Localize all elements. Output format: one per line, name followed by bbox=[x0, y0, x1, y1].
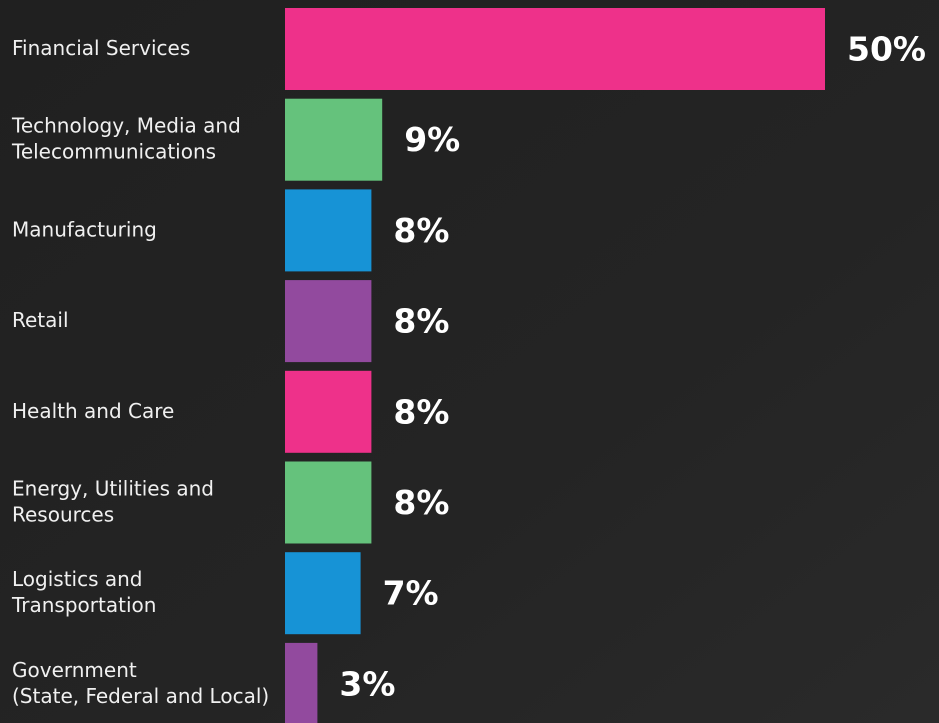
category-label: Financial Services bbox=[12, 36, 190, 60]
category-line: Technology, Media and bbox=[11, 113, 241, 137]
bar bbox=[285, 189, 372, 272]
bar bbox=[285, 370, 372, 453]
category-line: (State, Federal and Local) bbox=[12, 683, 269, 707]
category-label: Manufacturing bbox=[12, 217, 157, 241]
category-label: Health and Care bbox=[12, 398, 174, 422]
category-line: Health and Care bbox=[12, 398, 174, 422]
bar bbox=[285, 8, 825, 90]
category-line: Government bbox=[12, 657, 137, 681]
bar bbox=[285, 280, 372, 363]
bar bbox=[285, 461, 372, 544]
value-label: 8% bbox=[393, 392, 449, 431]
category-line: Energy, Utilities and bbox=[12, 476, 214, 500]
value-label: 3% bbox=[339, 664, 395, 703]
category-line: Telecommunications bbox=[11, 139, 216, 163]
category-line: Retail bbox=[12, 308, 69, 332]
value-label: 7% bbox=[383, 574, 439, 613]
value-label: 9% bbox=[404, 120, 460, 159]
bar bbox=[285, 642, 318, 723]
category-line: Resources bbox=[12, 502, 114, 526]
bar bbox=[285, 98, 383, 181]
bar bbox=[285, 552, 361, 635]
category-label: Energy, Utilities and Resources bbox=[12, 476, 214, 526]
category-line: Transportation bbox=[11, 593, 156, 617]
category-line: Manufacturing bbox=[12, 217, 157, 241]
category-label: Retail bbox=[12, 308, 69, 332]
category-label: Government (State, Federal and Local) bbox=[12, 657, 269, 707]
category-label: Logistics and Transportation bbox=[11, 567, 156, 617]
value-label: 8% bbox=[393, 211, 449, 250]
category-label: Technology, Media and Telecommunications bbox=[11, 113, 241, 163]
category-line: Financial Services bbox=[12, 36, 190, 60]
value-label: 50% bbox=[847, 30, 926, 69]
value-label: 8% bbox=[393, 302, 449, 341]
category-line: Logistics and bbox=[12, 567, 143, 591]
value-label: 8% bbox=[393, 483, 449, 522]
